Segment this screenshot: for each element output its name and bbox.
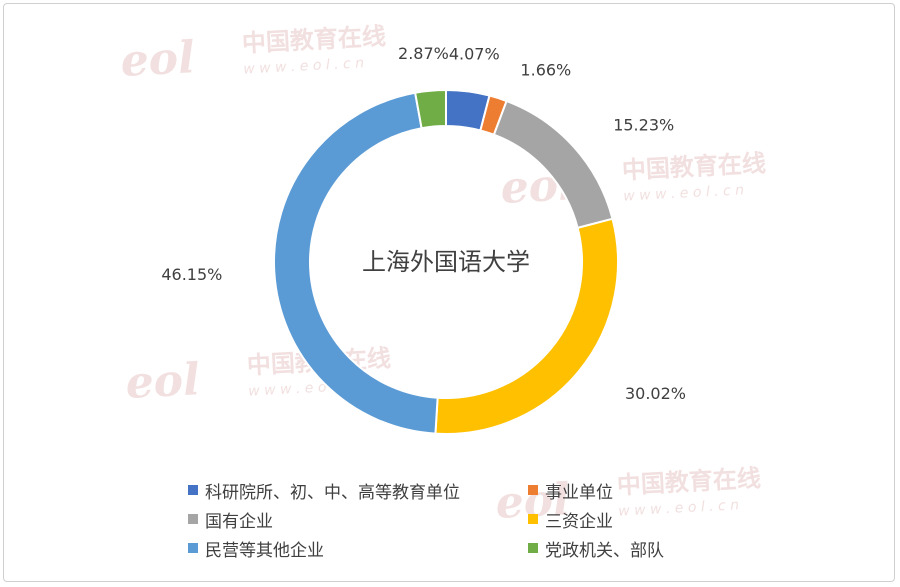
center-title: 上海外国语大学 [362, 248, 530, 276]
slice-label: 4.07% [449, 45, 500, 64]
legend-label: 党政机关、部队 [545, 540, 664, 561]
watermark-site: 中国教育在线 [616, 464, 761, 499]
watermark-logo: eol [119, 32, 196, 87]
legend-label: 民营等其他企业 [205, 540, 324, 561]
watermark-url: w w w . e o l . c n [618, 497, 740, 519]
legend-swatch [188, 514, 198, 524]
legend-item: 科研院所、初、中、高等教育单位 [188, 477, 460, 503]
donut-slice [273, 91, 439, 435]
legend-label: 事业单位 [545, 482, 613, 503]
legend-swatch [188, 485, 198, 495]
slice-label: 2.87% [398, 44, 449, 63]
watermark-url: w w w . e o l . c n [623, 182, 745, 204]
slice-label: 1.66% [520, 61, 571, 80]
legend-item: 三资企业 [528, 506, 613, 532]
legend-item: 党政机关、部队 [528, 535, 664, 561]
legend-item: 国有企业 [188, 506, 273, 532]
slice-labels: 4.07% 1.66% 15.23% 30.02% 46.15% 2.87% [161, 44, 686, 403]
legend-label: 三资企业 [545, 511, 613, 532]
slice-label: 30.02% [625, 384, 686, 403]
watermark-logo: eol [124, 354, 201, 409]
watermark-url: w w w . e o l . c n [243, 55, 365, 77]
legend-label: 科研院所、初、中、高等教育单位 [205, 482, 460, 503]
watermark-site: 中国教育在线 [621, 149, 766, 184]
legend-item: 民营等其他企业 [188, 535, 324, 561]
donut-slices [273, 88, 619, 435]
legend-swatch [528, 543, 538, 553]
legend-swatch [528, 514, 538, 524]
slice-label: 46.15% [161, 265, 222, 284]
legend-label: 国有企业 [205, 511, 273, 532]
legend-swatch [188, 543, 198, 553]
watermark-site: 中国教育在线 [241, 22, 386, 57]
slice-label: 15.23% [613, 115, 674, 134]
legend-item: 事业单位 [528, 477, 613, 503]
legend-swatch [528, 485, 538, 495]
donut-slice [413, 88, 447, 130]
